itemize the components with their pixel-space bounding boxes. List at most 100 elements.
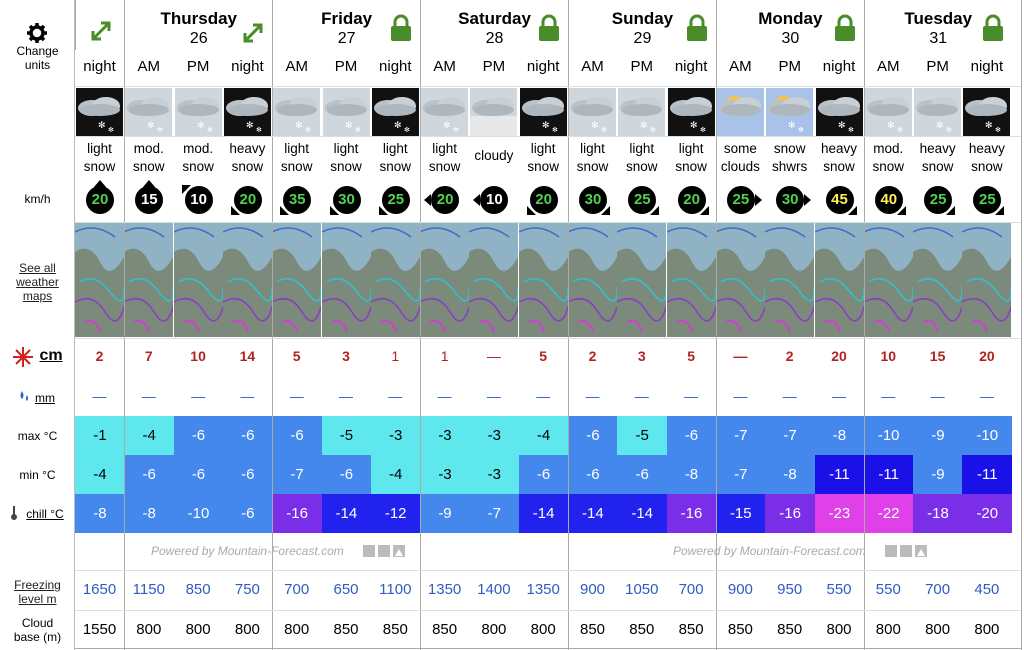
- rain-row: — — — — — — — — — — — — — — — — — — —: [75, 378, 1022, 416]
- cloud-base-value: 850: [579, 621, 606, 638]
- snow-unit-label[interactable]: cm: [39, 347, 63, 364]
- summary-line2: snow: [280, 159, 313, 174]
- weather-map[interactable]: [124, 222, 174, 337]
- summary-cell: heavy snow: [913, 136, 962, 180]
- gear-icon[interactable]: [27, 23, 47, 43]
- summary-line2: clouds: [720, 159, 760, 174]
- summary-line1: light: [580, 141, 605, 156]
- lock-icon[interactable]: [982, 14, 1004, 42]
- lock-icon[interactable]: [538, 14, 560, 42]
- freezing-level-value: 1150: [132, 581, 165, 598]
- summary-cell: snow shwrs: [765, 136, 814, 180]
- weather-map[interactable]: [518, 222, 568, 337]
- lock-icon[interactable]: [834, 14, 856, 42]
- chill-label[interactable]: chill °C: [26, 507, 64, 521]
- weather-map[interactable]: [370, 222, 420, 337]
- wind-speed: 25: [973, 186, 1002, 214]
- wind-cell: 15: [124, 179, 173, 222]
- freezing-level-link[interactable]: Freezing level m: [14, 578, 61, 606]
- wind-arrow-icon: 20: [230, 186, 262, 215]
- expand-icon[interactable]: [240, 20, 266, 46]
- summary-line2: snow: [576, 159, 609, 174]
- wind-arrow-icon: 15: [135, 180, 164, 214]
- grid-border: [75, 648, 1022, 649]
- weather-map[interactable]: [913, 222, 963, 337]
- wind-cell: 30: [568, 179, 617, 222]
- period-label: AM: [285, 58, 308, 75]
- svg-text:✻: ✻: [995, 126, 1001, 134]
- day-name: Thursday: [160, 9, 237, 28]
- rain-amount: —: [881, 388, 896, 404]
- wind-speed: 25: [628, 186, 657, 214]
- chill-row: -8 -8 -10 -6 -16 -14 -12 -9 -7 -14 -14 -14 -16 -15 -16…: [75, 494, 1022, 533]
- weather-map[interactable]: [617, 222, 667, 337]
- wind-speed: 25: [924, 186, 953, 214]
- expand-icon[interactable]: [88, 18, 114, 44]
- powered-by-text[interactable]: Powered by Mountain-Forecast.com: [151, 544, 344, 558]
- freezing-level-row: 1650 1150 850 750 700 650 1100 1350 1400 1350 900 1…: [75, 570, 1022, 612]
- mountain-forecast-logo: [363, 544, 407, 558]
- day-number: 31: [929, 30, 948, 47]
- weather-map[interactable]: [715, 222, 765, 337]
- snow-amount: —: [486, 348, 501, 364]
- rain-amount: —: [634, 388, 649, 404]
- summary-cell: light snow: [322, 136, 371, 180]
- summary-cell: mod. snow: [174, 136, 223, 180]
- wind-arrow-icon: 25: [628, 186, 660, 215]
- rain-amount: —: [684, 388, 699, 404]
- weather-map[interactable]: [568, 222, 617, 337]
- chill-value: -14: [321, 494, 372, 533]
- rain-amount: —: [141, 388, 156, 404]
- rain-amount: —: [388, 388, 403, 404]
- wind-cell: 20: [223, 179, 272, 222]
- weather-map[interactable]: [765, 222, 815, 337]
- wind-arrow-icon: 20: [424, 186, 460, 214]
- summary-line2: snow: [231, 159, 264, 174]
- wind-arrow-icon: 10: [473, 186, 509, 214]
- weather-map[interactable]: [420, 222, 470, 337]
- chill-value: -8: [75, 494, 125, 533]
- freezing-level-value: 900: [579, 581, 606, 598]
- see-all-maps-link[interactable]: See all weather maps: [16, 261, 59, 303]
- rain-unit-label[interactable]: mm: [35, 391, 55, 405]
- cloud-base-value: 850: [629, 621, 655, 638]
- weather-map[interactable]: [173, 222, 223, 337]
- wind-cell: 30: [765, 179, 814, 222]
- freezing-level-value: 1050: [625, 581, 659, 598]
- summary-line1: mod.: [183, 141, 214, 156]
- weather-map[interactable]: [272, 222, 322, 337]
- cloud-base-value: 800: [136, 621, 162, 638]
- weather-map[interactable]: [814, 222, 864, 337]
- max-temp-value: -3: [469, 416, 520, 455]
- day-name: Friday: [321, 9, 373, 28]
- svg-text:✻: ✻: [147, 121, 155, 131]
- lock-icon[interactable]: [390, 14, 412, 42]
- powered-by-text[interactable]: Powered by Mountain-Forecast.com: [673, 544, 866, 558]
- min-temp-label: min °C: [19, 468, 56, 482]
- weather-map[interactable]: [222, 222, 272, 337]
- weather-map[interactable]: [321, 222, 371, 337]
- weather-map[interactable]: [666, 222, 716, 337]
- wind-cell: 25: [962, 179, 1011, 222]
- wind-arrow-icon: 30: [329, 186, 361, 215]
- lock-icon[interactable]: [686, 14, 708, 42]
- summary-line1: heavy: [229, 141, 266, 156]
- weather-map[interactable]: [75, 222, 124, 337]
- weather-map[interactable]: [962, 222, 1012, 337]
- change-units-link[interactable]: Change units: [16, 44, 59, 72]
- max-temp-value: -9: [913, 416, 963, 455]
- wind-speed: 40: [874, 186, 903, 214]
- snow-amount: 5: [687, 348, 695, 364]
- day-header: Friday 27: [272, 0, 421, 50]
- summary-line1: heavy: [919, 141, 956, 156]
- rain-amount: —: [979, 388, 994, 404]
- min-temp-value: -9: [913, 455, 963, 494]
- weather-icon: ✻ ✻: [766, 88, 814, 136]
- day-header: Monday 30: [715, 0, 864, 50]
- snow-amount: 1: [440, 348, 449, 364]
- rain-amount: —: [832, 388, 846, 404]
- weather-map[interactable]: [469, 222, 519, 337]
- wind-arrow-icon: 20: [526, 186, 558, 215]
- weather-icon: [470, 88, 518, 136]
- weather-map[interactable]: [863, 222, 913, 337]
